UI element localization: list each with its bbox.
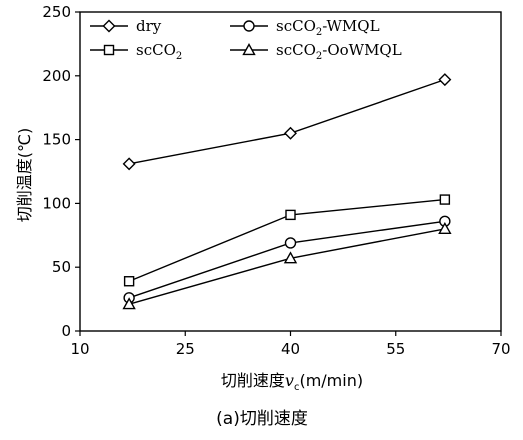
x-axis-title-sub: c <box>294 382 300 393</box>
x-tick-label: 40 <box>281 340 300 358</box>
x-axis-title-unit: (m/min) <box>299 371 363 390</box>
data-point <box>438 221 452 235</box>
y-axis-ticks: 0 50 100 150 200 250 <box>42 3 80 340</box>
legend-label: scCO2 <box>136 41 182 62</box>
data-point <box>284 126 297 140</box>
legend-label: dry <box>136 17 162 35</box>
x-axis-title-var: v <box>285 371 294 390</box>
y-tick-label: 50 <box>52 258 71 276</box>
x-tick-label: 25 <box>176 340 195 358</box>
legend-label: scCO2-WMQL <box>276 17 380 38</box>
legend-entry: dry <box>90 17 162 35</box>
figure-caption: (a)切削速度 <box>216 409 308 429</box>
y-tick-label: 250 <box>42 3 71 21</box>
data-point <box>122 297 136 310</box>
plot-area-border <box>79 11 502 332</box>
series-layer <box>122 73 452 310</box>
series-2 <box>123 194 451 287</box>
y-tick-label: 0 <box>61 322 71 340</box>
y-tick-label: 150 <box>42 131 71 149</box>
legend-label: scCO2-OoWMQL <box>276 41 402 62</box>
legend-entry: scCO2-WMQL <box>230 17 380 38</box>
x-axis-ticks: 10 25 40 55 70 <box>70 331 511 358</box>
y-tick-label: 100 <box>42 194 71 212</box>
legend-marker <box>102 19 116 33</box>
data-point <box>284 237 297 249</box>
series-line <box>128 78 446 165</box>
x-tick-label: 55 <box>386 340 405 358</box>
data-point <box>123 276 135 287</box>
legend-entry: scCO2 <box>90 41 182 62</box>
series-4 <box>122 221 452 310</box>
series-1 <box>122 73 452 171</box>
data-point <box>438 73 452 87</box>
legend-marker <box>242 43 256 56</box>
legend-entry: scCO2-OoWMQL <box>230 41 402 62</box>
legend-marker <box>243 20 255 32</box>
legend-marker <box>103 44 115 56</box>
y-tick-label: 200 <box>42 67 71 85</box>
y-axis-title: 切削温度(℃) <box>15 128 34 222</box>
plot-frame <box>79 11 502 332</box>
x-axis-title: 切削速度vc(m/min) <box>221 371 363 393</box>
x-tick-label: 70 <box>491 340 510 358</box>
data-point <box>439 194 451 205</box>
x-tick-label: 10 <box>70 340 89 358</box>
data-point <box>283 251 298 264</box>
x-axis-title-main: 切削速度 <box>221 371 285 390</box>
legend: dry scCO2-WMQL scCO2 scCO2-OoWMQL <box>90 17 402 62</box>
data-point <box>122 157 136 171</box>
data-point <box>285 209 296 221</box>
